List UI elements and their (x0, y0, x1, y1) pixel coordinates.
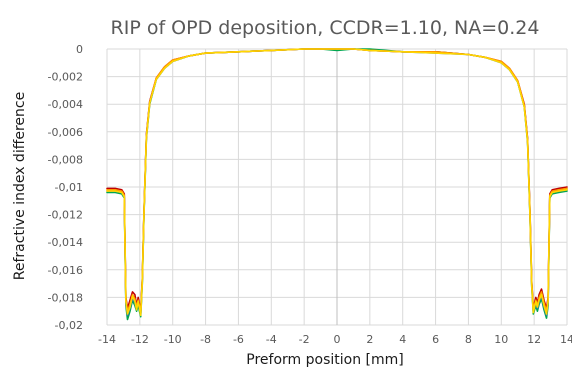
x-tick-label: -2 (299, 333, 310, 346)
grid (106, 48, 568, 326)
y-tick-label: -0,006 (48, 126, 83, 139)
series-line-1 (106, 48, 568, 321)
y-tick-label: 0 (76, 43, 83, 56)
y-tick-label: -0,016 (48, 264, 83, 277)
x-tick-label: 0 (334, 333, 341, 346)
series-line-5 (106, 48, 568, 317)
x-axis-label: Preform position [mm] (246, 352, 403, 368)
y-tick-label: -0,01 (55, 181, 83, 194)
y-tick-label: -0,02 (55, 319, 83, 332)
x-tick-label: -10 (164, 333, 182, 346)
x-tick-label: 12 (527, 333, 541, 346)
x-tick-label: 10 (494, 333, 508, 346)
y-tick-label: -0,002 (48, 71, 83, 84)
y-tick-label: -0,008 (48, 153, 83, 166)
x-tick-label: 4 (399, 333, 406, 346)
x-tick-label: -12 (131, 333, 149, 346)
y-tick-label: -0,012 (48, 209, 83, 222)
x-axis-ticks: -14 -12 -10 -8 -6 -4 -2 0 2 4 6 8 10 12 14 (98, 333, 572, 346)
y-axis-label: Refractive index difference (12, 92, 28, 280)
chart-title: RIP of OPD deposition, CCDR=1.10, NA=0.2… (111, 17, 540, 39)
x-tick-label: -6 (233, 333, 244, 346)
y-tick-label: -0,004 (48, 98, 83, 111)
series-group (106, 48, 568, 321)
x-tick-label: 8 (465, 333, 472, 346)
x-tick-label: -4 (266, 333, 277, 346)
y-tick-label: -0,018 (48, 291, 83, 304)
y-axis-ticks: 0 -0,002 -0,004 -0,006 -0,008 -0,01 -0,012 -0,0… (48, 43, 83, 332)
x-tick-label: 6 (432, 333, 439, 346)
x-tick-label: -14 (98, 333, 116, 346)
x-tick-label: 2 (366, 333, 373, 346)
x-tick-label: -8 (200, 333, 211, 346)
y-tick-label: -0,014 (48, 236, 83, 249)
x-tick-label: 14 (560, 333, 572, 346)
